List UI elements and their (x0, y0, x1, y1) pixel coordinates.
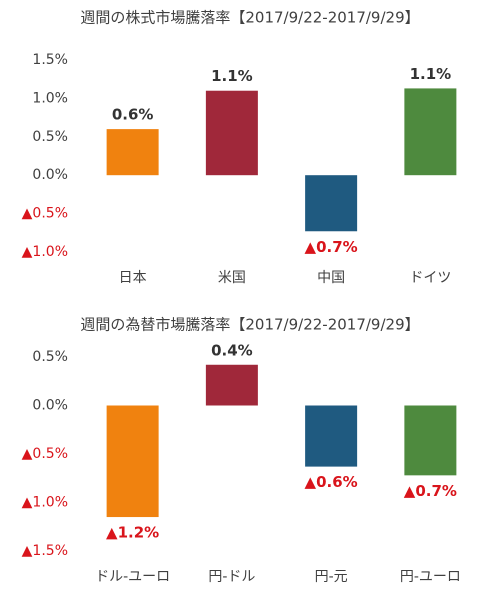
value-label: ▲0.7% (305, 238, 358, 256)
x-tick-label: 中国 (317, 270, 345, 286)
bar (205, 90, 258, 176)
x-tick-label: 円-ドル (208, 569, 255, 585)
x-tick-label: ドル-ユーロ (95, 569, 170, 585)
value-label: ▲0.7% (404, 482, 457, 500)
y-tick-label: ▲1.0% (22, 244, 68, 260)
bar (305, 405, 358, 467)
chart-title: 週間の株式市場騰落率【2017/9/22-2017/9/29】 (80, 9, 419, 27)
x-tick-label: 日本 (119, 270, 147, 286)
chart-title: 週間の為替市場騰落率【2017/9/22-2017/9/29】 (80, 316, 419, 334)
value-label: ▲0.6% (305, 473, 358, 491)
bar (106, 129, 159, 176)
bar (305, 175, 358, 232)
x-tick-label: 円-元 (315, 569, 348, 585)
bar (205, 364, 258, 406)
value-label: 1.1% (410, 65, 452, 83)
x-tick-label: 米国 (218, 270, 246, 286)
y-tick-label: 0.5% (32, 349, 68, 365)
value-label: ▲1.2% (106, 524, 159, 542)
value-label: 1.1% (211, 67, 253, 85)
x-tick-label: ドイツ (409, 270, 451, 286)
bar (106, 405, 159, 518)
y-tick-label: 0.0% (32, 398, 68, 414)
y-tick-label: ▲0.5% (22, 206, 68, 222)
value-label: 0.6% (112, 106, 154, 124)
x-tick-label: 円-ユーロ (400, 569, 461, 585)
y-tick-label: 0.0% (32, 167, 68, 183)
y-tick-label: ▲0.5% (22, 446, 68, 462)
y-tick-label: 0.5% (32, 129, 68, 145)
y-tick-label: 1.5% (32, 52, 68, 68)
value-label: 0.4% (211, 341, 253, 359)
y-tick-label: 1.0% (32, 90, 68, 106)
y-tick-label: ▲1.5% (22, 543, 68, 559)
y-tick-label: ▲1.0% (22, 495, 68, 511)
bar (404, 405, 457, 476)
bar (404, 88, 457, 176)
